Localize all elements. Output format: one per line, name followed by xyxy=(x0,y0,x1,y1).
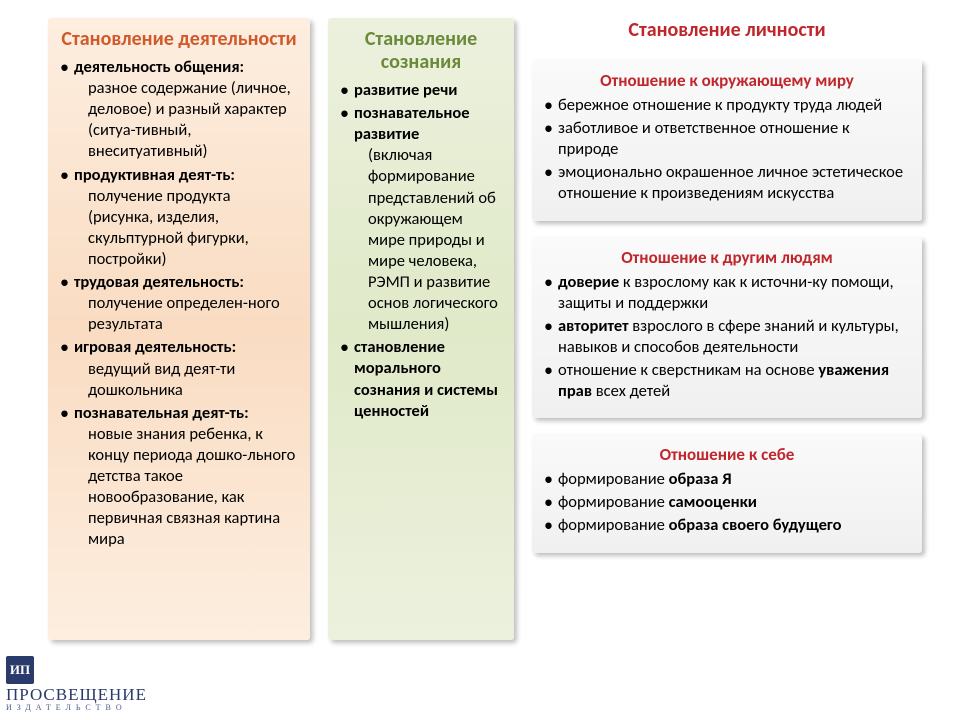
logo-mark-icon: ИП xyxy=(6,656,34,684)
panel-personality-column: Становление личности Отношение к окружаю… xyxy=(532,18,922,553)
publisher-logo: ИП ПРОСВЕЩЕНИЕ ИЗДАТЕЛЬСТВО xyxy=(6,656,147,712)
list-item: отношение к сверстникам на основе уважен… xyxy=(544,360,910,402)
panel-people-relation: Отношение к другим людям доверие к взрос… xyxy=(532,237,922,419)
list-item: развитие речи xyxy=(340,80,502,101)
list-item: формирование образа своего будущего xyxy=(544,515,910,536)
bullet-list: бережное отношение к продукту труда люде… xyxy=(544,95,910,205)
list-item: авторитет взрослого в сфере знаний и кул… xyxy=(544,316,910,358)
subhead: Отношение к другим людям xyxy=(544,247,910,268)
bullet-list: формирование образа Я формирование самоо… xyxy=(544,469,910,536)
panel-consciousness-title: Становление сознания xyxy=(340,28,502,74)
logo-sub: ИЗДАТЕЛЬСТВО xyxy=(6,703,147,712)
list-item: становление морального сознания и систем… xyxy=(340,337,502,421)
list-item: трудовая деятельность:получение определе… xyxy=(60,272,298,335)
logo-name: ПРОСВЕЩЕНИЕ xyxy=(6,686,147,703)
list-item: игровая деятельность:ведущий вид деят-ти… xyxy=(60,337,298,400)
slide-canvas: Становление деятельности деятельность об… xyxy=(0,0,960,720)
subhead: Отношение к окружающему миру xyxy=(544,70,910,91)
list-item: деятельность общения:разное содержание (… xyxy=(60,57,298,163)
list-item: познавательное развитие(включая формиров… xyxy=(340,103,502,335)
list-item: продуктивная деят-ть:получение продукта … xyxy=(60,165,298,271)
list-item: формирование образа Я xyxy=(544,469,910,490)
panel-world-relation: Отношение к окружающему миру бережное от… xyxy=(532,60,922,221)
list-item: заботливое и ответственное отношение к п… xyxy=(544,118,910,160)
list-item: эмоционально окрашенное личное эстетичес… xyxy=(544,162,910,204)
panel-self-relation: Отношение к себе формирование образа Я ф… xyxy=(532,434,922,552)
panel-activity-list: деятельность общения:разное содержание (… xyxy=(60,57,298,551)
panel-consciousness: Становление сознания развитие речи позна… xyxy=(328,18,514,640)
list-item: формирование самооценки xyxy=(544,492,910,513)
bullet-list: доверие к взрослому как к источни-ку пом… xyxy=(544,272,910,403)
panel-activity-title: Становление деятельности xyxy=(60,28,298,51)
columns-row: Становление деятельности деятельность об… xyxy=(48,18,932,640)
subhead: Отношение к себе xyxy=(544,444,910,465)
list-item: доверие к взрослому как к источни-ку пом… xyxy=(544,272,910,314)
panel-personality-title: Становление личности xyxy=(532,18,922,42)
list-item: познавательная деят-ть:новые знания ребе… xyxy=(60,403,298,551)
panel-activity: Становление деятельности деятельность об… xyxy=(48,18,310,640)
panel-consciousness-list: развитие речи познавательное развитие(вк… xyxy=(340,80,502,422)
list-item: бережное отношение к продукту труда люде… xyxy=(544,95,910,116)
